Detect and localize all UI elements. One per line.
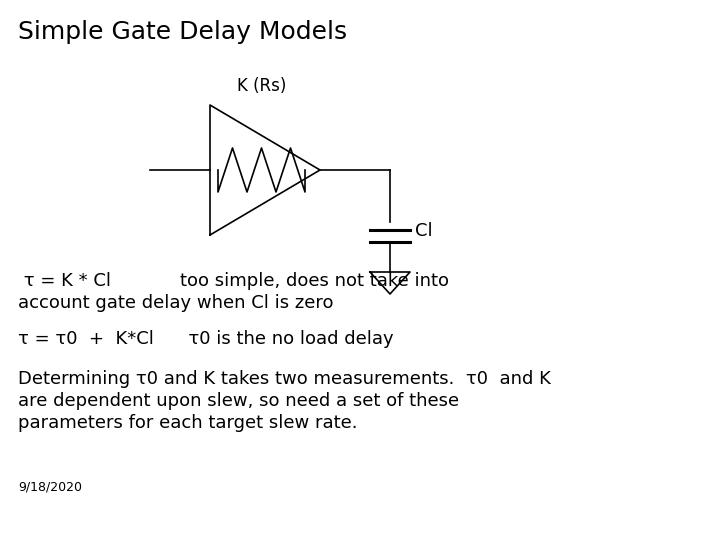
Text: K (Rs): K (Rs) xyxy=(238,77,287,95)
Text: are dependent upon slew, so need a set of these: are dependent upon slew, so need a set o… xyxy=(18,392,459,410)
Text: Determining τ0 and K takes two measurements.  τ0  and K: Determining τ0 and K takes two measureme… xyxy=(18,370,551,388)
Text: Cl: Cl xyxy=(415,222,433,240)
Text: 9/18/2020: 9/18/2020 xyxy=(18,480,82,493)
Text: parameters for each target slew rate.: parameters for each target slew rate. xyxy=(18,414,358,432)
Text: Simple Gate Delay Models: Simple Gate Delay Models xyxy=(18,20,347,44)
Text: τ = τ0  +  K*Cl      τ0 is the no load delay: τ = τ0 + K*Cl τ0 is the no load delay xyxy=(18,330,394,348)
Text: τ = K * Cl            too simple, does not take into: τ = K * Cl too simple, does not take int… xyxy=(18,272,449,290)
Text: account gate delay when Cl is zero: account gate delay when Cl is zero xyxy=(18,294,333,312)
